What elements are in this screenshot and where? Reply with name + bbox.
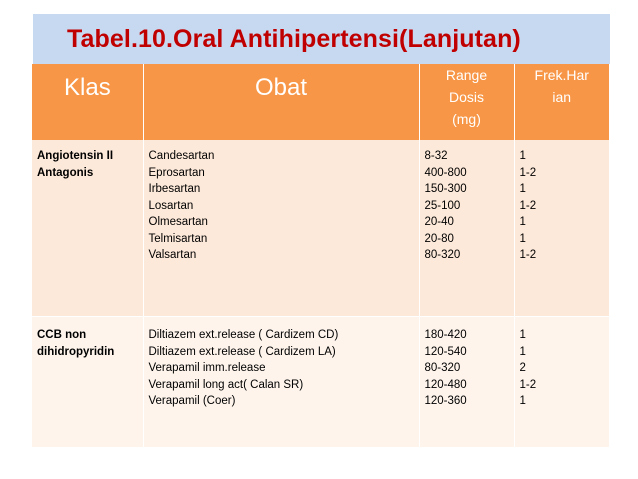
header-range-line: (mg) [452, 111, 481, 127]
range-line: 8-32 [424, 150, 448, 162]
antihypertensive-table: Klas Obat Range Dosis (mg) Frek.Har ian [32, 64, 609, 447]
range-line: 120-480 [424, 378, 467, 391]
frek-line: 1 [519, 345, 526, 358]
obat-line: Irbesartan [148, 183, 201, 195]
range-line: 400-800 [424, 166, 467, 179]
range-line: 20-40 [424, 216, 454, 228]
header-klas: Klas [32, 64, 144, 140]
cell-range: 8-32 400-800 150-300 25-100 20-40 20-80 … [419, 140, 515, 317]
cell-klas: CCB non dihidropyridin [32, 316, 144, 447]
cell-frek: 1 1 2 1-2 1 [514, 316, 609, 447]
cell-obat: Candesartan Eprosartan Irbesartan Losart… [143, 140, 420, 317]
frek-line: 1 [519, 216, 526, 228]
header-obat: Obat [143, 64, 420, 140]
cell-frek: 1 1-2 1 1-2 1 1 1-2 [514, 140, 609, 317]
cell-obat: Diltiazem ext.release ( Cardizem CD) Dil… [143, 316, 420, 447]
header-klas-label: Klas [64, 74, 111, 101]
obat-line: Verapamil (Coer) [148, 395, 236, 407]
obat-line: Diltiazem ext.release ( Cardizem LA) [148, 345, 336, 358]
frek-line: 1 [519, 183, 526, 195]
range-line: 120-540 [424, 345, 467, 358]
obat-line: Losartan [148, 199, 194, 212]
klas-line: Angiotensin II [37, 150, 114, 162]
table-row: CCB non dihidropyridin Diltiazem ext.rel… [32, 316, 609, 447]
header-obat-label: Obat [254, 74, 308, 101]
frek-line: 1 [519, 232, 526, 245]
frek-line: 1-2 [519, 166, 537, 179]
obat-line: Candesartan [148, 150, 215, 162]
frek-line: 1-2 [519, 378, 537, 391]
range-line: 20-80 [424, 232, 454, 245]
header-frekuensi: Frek.Har ian [514, 64, 609, 140]
range-line: 180-420 [424, 329, 467, 341]
obat-line: Olmesartan [148, 216, 208, 228]
cell-range: 180-420 120-540 80-320 120-480 120-360 [419, 316, 515, 447]
range-line: 150-300 [424, 183, 467, 195]
obat-line: Telmisartan [148, 232, 208, 245]
header-range-line: Dosis [448, 89, 484, 105]
frek-line: 1-2 [519, 249, 537, 261]
header-range-dosis: Range Dosis (mg) [419, 64, 515, 140]
obat-line: Diltiazem ext.release ( Cardizem CD) [148, 329, 339, 341]
frek-line: 1 [519, 329, 526, 341]
range-line: 80-320 [424, 249, 461, 261]
header-row: Klas Obat Range Dosis (mg) Frek.Har ian [32, 64, 609, 140]
range-line: 25-100 [424, 199, 461, 212]
obat-line: Valsartan [148, 249, 197, 261]
cell-klas: Angiotensin II Antagonis [32, 140, 144, 317]
title-bar: Tabel.10.Oral Antihipertensi(Lanjutan) [32, 14, 610, 64]
obat-line: Eprosartan [148, 166, 205, 179]
frek-line: 1 [519, 150, 526, 162]
obat-line: Verapamil imm.release [148, 362, 266, 374]
slide-title: Tabel.10.Oral Antihipertensi(Lanjutan) [67, 25, 521, 53]
frek-line: 1-2 [519, 199, 537, 212]
klas-line: Antagonis [37, 166, 94, 179]
frek-line: 1 [519, 395, 526, 407]
klas-line: CCB non [37, 329, 87, 341]
header-frek-line: ian [552, 89, 572, 105]
frek-line: 2 [519, 362, 526, 374]
range-line: 80-320 [424, 362, 461, 374]
obat-line: Verapamil long act( Calan SR) [148, 378, 304, 391]
table-row: Angiotensin II Antagonis Candesartan Epr… [32, 140, 609, 317]
range-line: 120-360 [424, 395, 467, 407]
header-range-line: Range [445, 67, 488, 83]
header-frek-line: Frek.Har [534, 67, 589, 83]
klas-line: dihidropyridin [37, 345, 115, 358]
